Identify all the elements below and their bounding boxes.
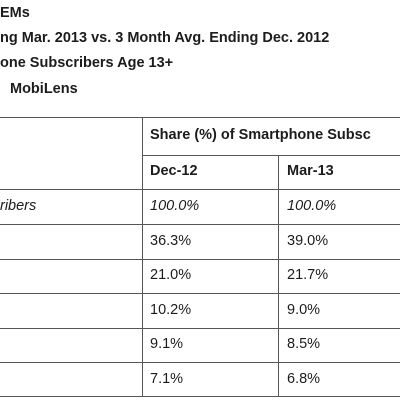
column-header-mar-13: Mar-13 — [287, 163, 334, 179]
table-top-border — [0, 117, 400, 118]
header-line-3: one Subscribers Age 13+ — [0, 55, 174, 71]
cell-dec-12: 100.0% — [150, 198, 200, 214]
table-row-divider — [0, 259, 400, 260]
table-bottom-border — [0, 396, 400, 397]
cell-mar-13: 6.8% — [287, 371, 321, 387]
header-line-4: MobiLens — [10, 81, 78, 97]
cell-mar-13: 8.5% — [287, 336, 321, 352]
header-line-2: ng Mar. 2013 vs. 3 Month Avg. Ending Dec… — [0, 30, 330, 46]
table-row-divider — [0, 189, 400, 190]
cell-mar-13: 39.0% — [287, 233, 329, 249]
cell-dec-12: 21.0% — [150, 267, 192, 283]
table-header-divider — [142, 155, 400, 156]
cell-dec-12: 9.1% — [150, 336, 184, 352]
column-header-dec-12: Dec-12 — [150, 163, 198, 179]
header-line-1: EMs — [0, 5, 30, 21]
row-label: ribers — [0, 198, 37, 214]
table-column-divider — [142, 117, 143, 397]
cell-mar-13: 9.0% — [287, 302, 321, 318]
cell-mar-13: 100.0% — [287, 198, 337, 214]
table-group-heading: Share (%) of Smartphone Subsc — [150, 127, 371, 143]
cell-dec-12: 36.3% — [150, 233, 192, 249]
table-row-divider — [0, 328, 400, 329]
cell-dec-12: 7.1% — [150, 371, 184, 387]
cell-mar-13: 21.7% — [287, 267, 329, 283]
table-column-divider — [278, 155, 279, 397]
table-row-divider — [0, 293, 400, 294]
table-row-divider — [0, 224, 400, 225]
table-row-divider — [0, 362, 400, 363]
cell-dec-12: 10.2% — [150, 302, 192, 318]
